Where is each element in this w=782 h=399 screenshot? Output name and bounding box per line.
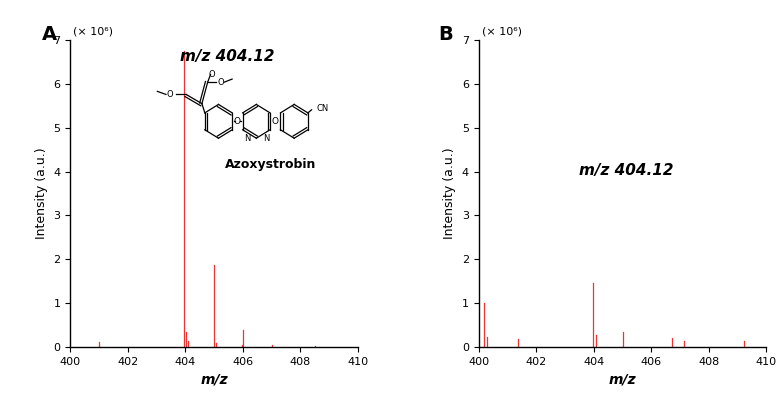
X-axis label: m/z: m/z: [608, 372, 637, 386]
Text: A: A: [41, 24, 57, 43]
Text: O: O: [209, 70, 215, 79]
Text: CN: CN: [317, 104, 328, 113]
Text: O: O: [167, 90, 174, 99]
Text: (× 10⁶): (× 10⁶): [482, 27, 522, 37]
Text: (× 10⁶): (× 10⁶): [74, 27, 113, 37]
Text: O: O: [272, 117, 278, 126]
Text: N: N: [244, 134, 250, 143]
Y-axis label: Intensity (a.u.): Intensity (a.u.): [443, 148, 457, 239]
Text: O: O: [234, 117, 241, 126]
Text: m/z 404.12: m/z 404.12: [579, 163, 674, 178]
Y-axis label: Intensity (a.u.): Intensity (a.u.): [35, 148, 48, 239]
Text: B: B: [439, 24, 454, 43]
Text: Azoxystrobin: Azoxystrobin: [224, 158, 316, 171]
Text: m/z 404.12: m/z 404.12: [180, 49, 274, 64]
X-axis label: m/z: m/z: [200, 372, 228, 386]
Text: O: O: [217, 78, 224, 87]
Text: N: N: [263, 134, 269, 143]
